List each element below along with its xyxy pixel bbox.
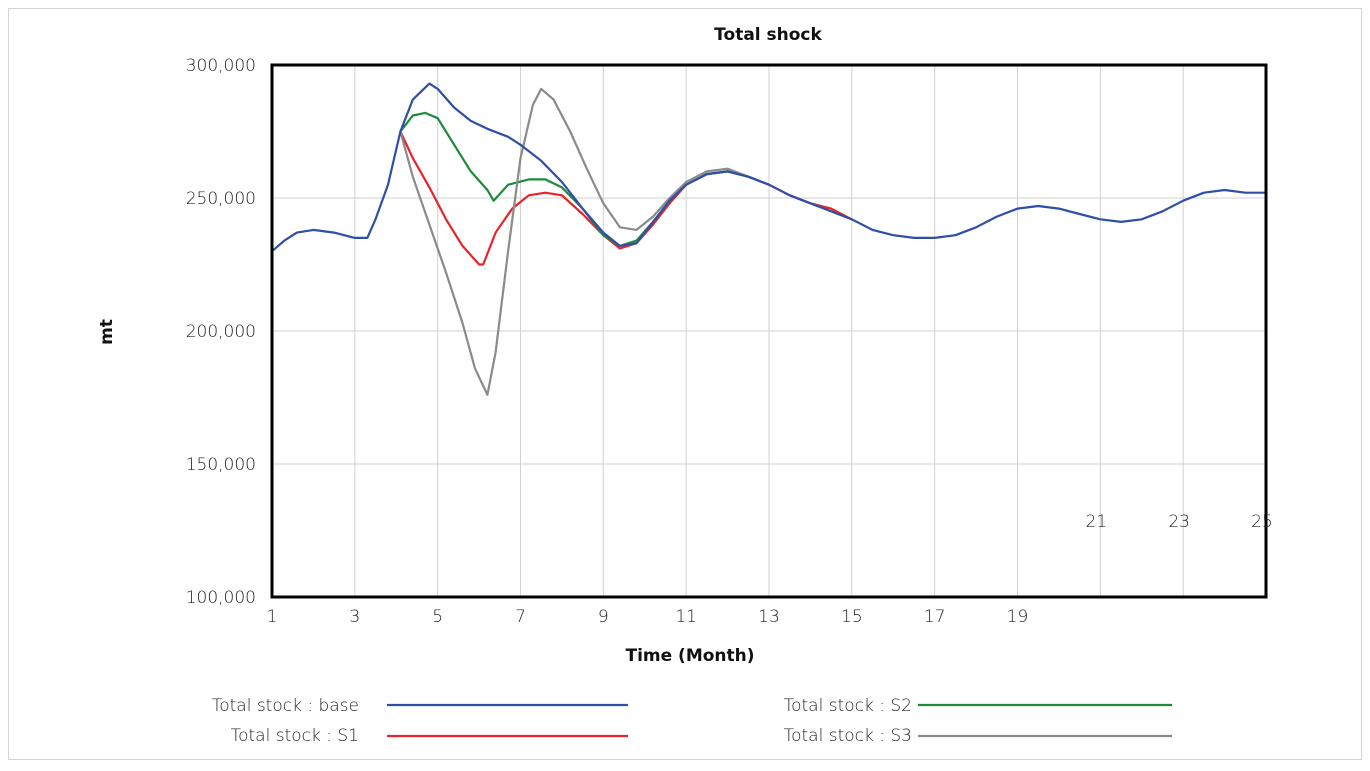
x-axis-title: Time (Month) (625, 646, 754, 666)
x-tick-label-inner: 25 (1251, 512, 1273, 532)
legend-label: Total stock : S1 (231, 726, 359, 746)
series-lines (271, 82, 1266, 396)
y-tick-label: 100,000 (186, 588, 256, 608)
legend-item: Total stock : base (212, 696, 628, 716)
series-line (399, 87, 770, 396)
series-line (399, 111, 770, 247)
grid-lines (272, 65, 1266, 597)
y-tick-label: 200,000 (186, 322, 256, 342)
series-line (271, 82, 1266, 253)
x-tick-label: 15 (841, 607, 863, 627)
x-tick-label-inner: 23 (1168, 512, 1190, 532)
chart-title: Total shock (714, 25, 822, 45)
x-tick-label: 19 (1007, 607, 1029, 627)
x-tick-label: 11 (675, 607, 697, 627)
y-axis-title: mt (97, 319, 117, 345)
x-tick-label-inner: 21 (1086, 512, 1108, 532)
y-tick-label: 150,000 (186, 455, 256, 475)
legend-label: Total stock : S3 (784, 726, 912, 746)
legend: Total stock : base Total stock : S2 Total … (212, 696, 1172, 746)
chart-frame (8, 8, 1362, 760)
legend-item: Total stock : S3 (784, 726, 1172, 746)
x-tick-label: 7 (515, 607, 526, 627)
y-tick-label: 250,000 (186, 189, 256, 209)
x-tick-label: 5 (432, 607, 443, 627)
legend-label: Total stock : base (212, 696, 359, 716)
x-tick-label: 13 (758, 607, 780, 627)
x-tick-label: 1 (267, 607, 278, 627)
x-tick-label: 3 (349, 607, 360, 627)
x-tick-label: 9 (598, 607, 609, 627)
legend-label: Total stock : S2 (784, 696, 912, 716)
y-tick-label: 300,000 (186, 56, 256, 76)
plot-area-border (270, 63, 1268, 599)
y-tick-labels: 100,000 150,000 200,000 250,000 300,000 (186, 56, 256, 608)
legend-item: Total stock : S1 (231, 726, 628, 746)
legend-item: Total stock : S2 (784, 696, 1172, 716)
x-tick-label: 17 (924, 607, 946, 627)
